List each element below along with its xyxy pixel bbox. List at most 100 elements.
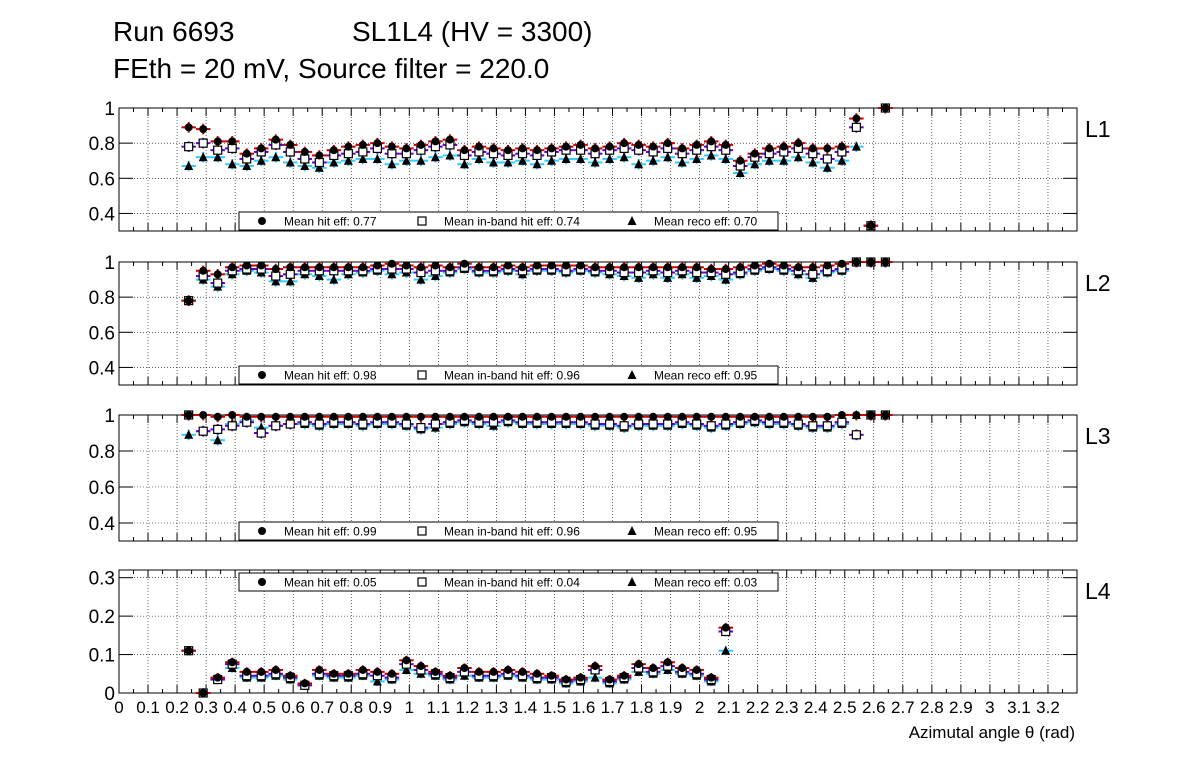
legend-hit-label: Mean hit eff: 0.98	[284, 369, 377, 383]
x-tick-label: 1.9	[659, 698, 683, 717]
hit-point	[562, 261, 571, 270]
reco-point	[285, 276, 295, 286]
inband-point	[227, 143, 237, 154]
hit-point	[765, 144, 774, 153]
inband-point	[793, 419, 803, 429]
hit-point	[315, 151, 324, 160]
hit-point	[358, 263, 367, 272]
hit-point	[663, 139, 672, 148]
hit-point	[707, 673, 716, 682]
inband-point	[271, 421, 281, 431]
reco-point	[547, 155, 557, 165]
legend-hit-label: Mean hit eff: 0.05	[284, 576, 377, 590]
hit-point	[518, 263, 527, 272]
hit-point	[605, 412, 614, 421]
hit-point	[634, 140, 643, 149]
x-tick-label: 0.5	[252, 698, 276, 717]
hit-point	[344, 263, 353, 272]
hit-point	[692, 412, 701, 421]
inband-point	[213, 145, 223, 155]
inband-point	[314, 157, 324, 168]
reco-point	[430, 271, 440, 281]
hit-point	[663, 412, 672, 421]
reco-point	[242, 160, 252, 170]
hit-point	[489, 263, 498, 272]
legend-reco-label: Mean reco eff: 0.03	[654, 576, 758, 590]
hit-point	[518, 144, 527, 153]
legend-inband-label: Mean in-band hit eff: 0.04	[444, 576, 580, 590]
hit-point	[881, 258, 890, 266]
hit-point	[242, 412, 251, 421]
hit-point	[199, 125, 208, 134]
reco-point	[706, 150, 716, 160]
hit-point	[184, 123, 193, 132]
hit-point	[866, 258, 875, 266]
hit-point	[213, 412, 222, 421]
hit-point	[300, 147, 309, 156]
hit-point	[765, 412, 774, 421]
x-tick-label: 0.8	[339, 698, 363, 717]
hit-point	[329, 669, 338, 678]
inband-point	[851, 430, 861, 440]
reco-point	[285, 157, 295, 167]
hit-point	[707, 137, 716, 146]
hit-point	[634, 660, 643, 669]
hit-point	[504, 146, 513, 155]
x-tick-label: 2.7	[891, 698, 915, 717]
reco-point	[343, 155, 353, 165]
inband-point	[430, 419, 441, 429]
reco-point	[314, 162, 324, 172]
hit-point	[315, 665, 324, 674]
y-tick-label: 0.6	[89, 323, 115, 344]
hit-point	[286, 140, 295, 149]
hit-point	[823, 144, 832, 153]
hit-point	[315, 263, 324, 272]
legend-box	[238, 572, 779, 592]
x-tick-label: 0.2	[165, 698, 189, 717]
inband-point	[401, 419, 411, 429]
hit-point	[329, 412, 338, 421]
hit-point	[852, 114, 861, 123]
x-tick-label: 0.9	[368, 698, 392, 717]
legend-hit-marker	[258, 578, 266, 586]
x-tick-label: 1.5	[543, 698, 567, 717]
reco-point	[372, 153, 382, 163]
hit-point	[663, 263, 672, 272]
reco-point	[634, 272, 644, 282]
reco-point	[837, 155, 847, 165]
reco-point	[590, 672, 600, 682]
reco-point	[329, 157, 339, 167]
reco-point	[779, 155, 789, 165]
hit-point	[692, 263, 701, 272]
reco-point	[300, 160, 310, 170]
hit-point	[823, 412, 832, 421]
hit-point	[474, 412, 483, 421]
hit-point	[881, 411, 890, 419]
reco-point	[518, 155, 528, 165]
legend-box	[238, 521, 779, 541]
inband-point	[256, 428, 266, 438]
hit-point	[823, 261, 832, 270]
reco-point	[401, 155, 411, 165]
hit-point	[692, 665, 701, 674]
reco-point	[692, 153, 702, 163]
hit-point	[591, 412, 600, 421]
inband-point	[721, 419, 731, 429]
reco-point	[750, 159, 760, 169]
reco-point	[416, 155, 426, 165]
hit-point	[300, 412, 309, 421]
hit-point	[663, 658, 672, 667]
panel-l4: 0 0.1 0.2 0.3 L4 Mean hit eff: 0.05 Mean in-ba…	[89, 569, 1111, 705]
inband-point	[227, 421, 237, 431]
x-tick-label: 0.7	[310, 698, 334, 717]
reco-point	[590, 157, 600, 167]
hit-point	[750, 412, 759, 421]
hit-point	[779, 142, 788, 151]
hit-point	[344, 142, 353, 151]
hit-point	[881, 104, 890, 112]
reco-point	[576, 153, 586, 163]
reco-point	[329, 274, 339, 284]
legend-inband-label: Mean in-band hit eff: 0.96	[444, 369, 580, 383]
inband-point	[285, 269, 295, 279]
legend-reco-marker	[627, 526, 637, 535]
